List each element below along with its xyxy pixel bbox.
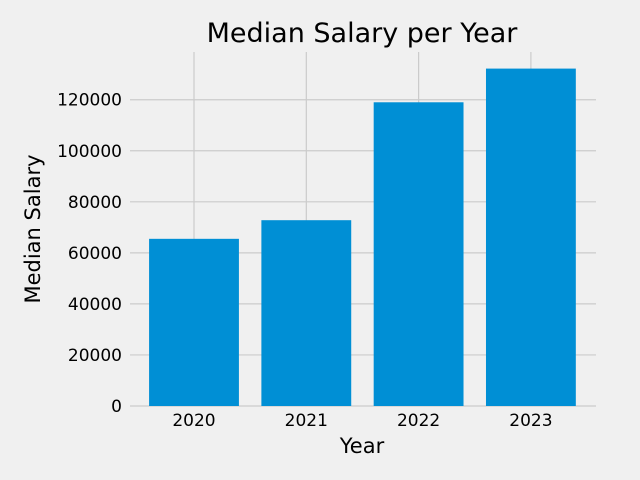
x-tick-label: 2020 [172, 411, 215, 431]
y-tick-label: 60000 [68, 244, 122, 264]
y-tick-label: 0 [111, 397, 122, 417]
y-tick-label: 40000 [68, 295, 122, 315]
x-tick-label: 2021 [285, 411, 328, 431]
x-axis-label: Year [339, 434, 385, 458]
y-tick-label: 20000 [68, 346, 122, 366]
bar-2023 [485, 68, 576, 407]
bar-2020 [149, 238, 239, 406]
y-axis-label: Median Salary [21, 154, 45, 303]
y-axis-ticks: 0 20000 40000 60000 80000 100000 120000 [57, 91, 122, 417]
y-tick-label: 80000 [68, 193, 122, 213]
bar-2022 [373, 102, 464, 407]
chart-title: Median Salary per Year [207, 18, 519, 49]
bars [149, 68, 576, 407]
x-axis-ticks: 2020 2021 2022 2023 [172, 411, 552, 431]
x-tick-label: 2023 [509, 411, 552, 431]
x-tick-label: 2022 [397, 411, 440, 431]
y-tick-label: 100000 [57, 142, 122, 162]
bar-2021 [261, 220, 352, 406]
y-tick-label: 120000 [57, 91, 122, 111]
